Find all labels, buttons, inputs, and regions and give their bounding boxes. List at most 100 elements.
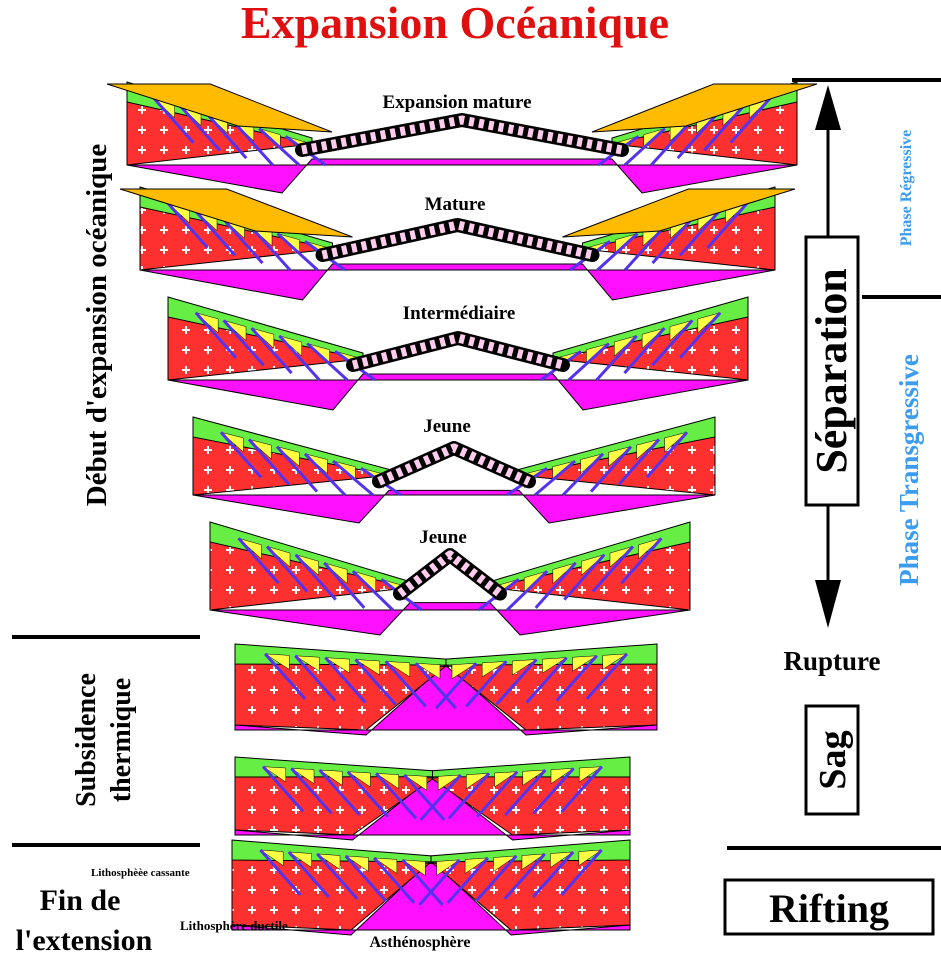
left-label: Début d'expansion océanique bbox=[81, 144, 113, 507]
fault bbox=[503, 852, 546, 900]
sediment-yellow bbox=[384, 661, 411, 678]
sediment-yellow bbox=[373, 857, 398, 874]
sediment-yellow bbox=[354, 659, 380, 676]
fault bbox=[591, 545, 634, 593]
label-box bbox=[804, 235, 860, 507]
fault bbox=[504, 769, 547, 817]
section-label: Intermédiaire bbox=[403, 303, 516, 324]
sediment-yellow bbox=[401, 859, 426, 876]
left-label: Subsidence bbox=[71, 673, 102, 807]
sediment-yellow bbox=[578, 849, 603, 867]
section-label: Jeune bbox=[423, 416, 471, 437]
sediment-yellow bbox=[290, 768, 315, 785]
sediment-yellow bbox=[264, 653, 290, 670]
section-label: Mature bbox=[425, 194, 486, 215]
fault bbox=[620, 537, 663, 585]
fault bbox=[446, 856, 489, 904]
right-label: Séparation bbox=[807, 268, 856, 473]
fault bbox=[506, 570, 549, 612]
left-label: Fin de bbox=[40, 884, 121, 917]
sediment-orange bbox=[119, 188, 353, 238]
sediment-yellow bbox=[578, 766, 603, 783]
right-label: Rupture bbox=[783, 646, 880, 676]
sediment-yellow bbox=[608, 446, 632, 467]
sediment-yellow bbox=[262, 766, 287, 783]
sediment-yellow bbox=[550, 851, 575, 869]
fault bbox=[275, 445, 319, 493]
fault bbox=[589, 445, 633, 493]
sediment-yellow bbox=[436, 859, 461, 876]
annotation: Lithosphèèe cassante bbox=[91, 867, 190, 879]
sediment-yellow bbox=[403, 774, 428, 791]
sediment-yellow bbox=[437, 774, 462, 791]
fault bbox=[346, 770, 389, 818]
fault bbox=[595, 334, 638, 382]
fault bbox=[384, 660, 427, 708]
fault bbox=[259, 848, 302, 896]
fault bbox=[231, 119, 274, 167]
fault bbox=[193, 209, 237, 257]
fault bbox=[729, 96, 772, 144]
fault bbox=[623, 127, 666, 167]
sediment-yellow bbox=[287, 851, 312, 869]
sediment-yellow bbox=[259, 849, 284, 867]
sediment-yellow bbox=[641, 327, 665, 349]
fault bbox=[152, 96, 195, 144]
sediment-yellow bbox=[466, 773, 490, 790]
fault bbox=[414, 662, 457, 710]
asthenosphere bbox=[139, 263, 776, 301]
fault bbox=[303, 452, 347, 497]
oceanic-crust-stripes bbox=[377, 443, 531, 486]
fault bbox=[351, 570, 394, 612]
oceanic-crust bbox=[393, 548, 507, 601]
sediment-yellow bbox=[602, 653, 628, 670]
fault bbox=[276, 232, 319, 272]
fault bbox=[476, 770, 519, 818]
fault bbox=[563, 553, 606, 601]
fault bbox=[306, 342, 349, 382]
fault bbox=[560, 765, 603, 813]
section-label: Expansion mature bbox=[382, 92, 531, 113]
fault bbox=[596, 232, 639, 272]
fault bbox=[318, 769, 361, 817]
sediment-yellow bbox=[522, 769, 547, 786]
left-label: thermique bbox=[106, 678, 137, 802]
annotation: Asthénosphère bbox=[369, 934, 470, 951]
fault bbox=[585, 652, 628, 700]
fault bbox=[418, 858, 461, 906]
fault bbox=[278, 334, 321, 382]
sediment-yellow bbox=[494, 771, 519, 788]
fault bbox=[237, 537, 280, 585]
fault bbox=[703, 104, 746, 152]
fault bbox=[623, 224, 667, 272]
fault bbox=[205, 112, 248, 160]
oceanic-crust-stripes bbox=[321, 220, 594, 260]
fault bbox=[679, 311, 722, 359]
fault bbox=[248, 224, 292, 272]
fault bbox=[287, 850, 330, 898]
oceanic-crust-stripes bbox=[301, 115, 623, 155]
fault bbox=[651, 319, 694, 367]
sediment-yellow bbox=[414, 662, 441, 680]
fault bbox=[651, 217, 694, 265]
fault bbox=[623, 327, 666, 375]
fault bbox=[401, 858, 444, 906]
sediment-yellow bbox=[542, 657, 568, 674]
sediment-yellow bbox=[276, 446, 300, 467]
fault bbox=[561, 452, 605, 497]
oceanic-crust-stripes bbox=[397, 550, 503, 598]
section-label: Jeune bbox=[419, 527, 467, 548]
fault bbox=[706, 201, 749, 249]
right-label: Sag bbox=[812, 730, 854, 789]
right-label: Phase Transgressive bbox=[894, 354, 924, 586]
fault bbox=[266, 545, 309, 593]
sediment-orange bbox=[562, 188, 796, 238]
fault bbox=[435, 662, 478, 710]
fault bbox=[678, 209, 722, 257]
right-label: Rifting bbox=[769, 886, 889, 931]
asthenosphere bbox=[167, 373, 749, 411]
sediment-yellow bbox=[220, 431, 244, 453]
fault bbox=[475, 854, 518, 902]
sediment-yellow bbox=[451, 662, 478, 680]
